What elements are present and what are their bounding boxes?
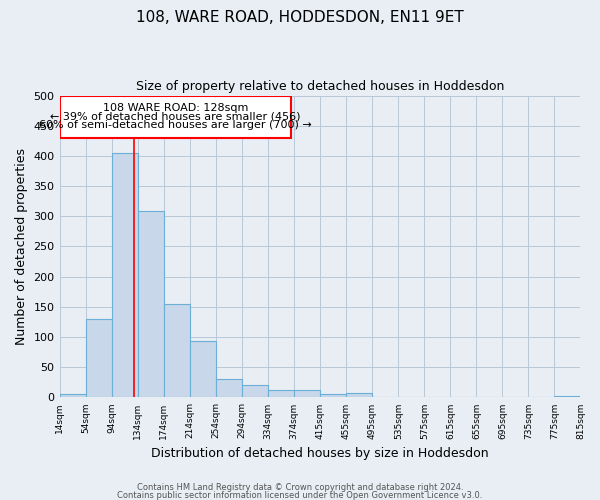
Bar [215,380,242,398]
Bar [59,394,86,398]
Text: Contains HM Land Registry data © Crown copyright and database right 2024.: Contains HM Land Registry data © Crown c… [137,484,463,492]
Text: 60% of semi-detached houses are larger (700) →: 60% of semi-detached houses are larger (… [39,120,311,130]
Bar [293,390,320,398]
Text: 108 WARE ROAD: 128sqm: 108 WARE ROAD: 128sqm [103,103,248,113]
Bar [320,394,346,398]
Bar [59,96,291,138]
Bar [242,385,268,398]
Bar [346,393,373,398]
Bar [137,212,164,398]
Bar [164,304,190,398]
Text: 108, WARE ROAD, HODDESDON, EN11 9ET: 108, WARE ROAD, HODDESDON, EN11 9ET [136,10,464,25]
Bar [268,390,293,398]
Bar [190,342,215,398]
Title: Size of property relative to detached houses in Hoddesdon: Size of property relative to detached ho… [136,80,504,93]
Text: Contains public sector information licensed under the Open Government Licence v3: Contains public sector information licen… [118,490,482,500]
Text: ← 39% of detached houses are smaller (456): ← 39% of detached houses are smaller (45… [50,112,301,122]
X-axis label: Distribution of detached houses by size in Hoddesdon: Distribution of detached houses by size … [151,447,489,460]
Bar [86,319,112,398]
Y-axis label: Number of detached properties: Number of detached properties [15,148,28,345]
Bar [554,396,580,398]
Bar [112,153,137,398]
